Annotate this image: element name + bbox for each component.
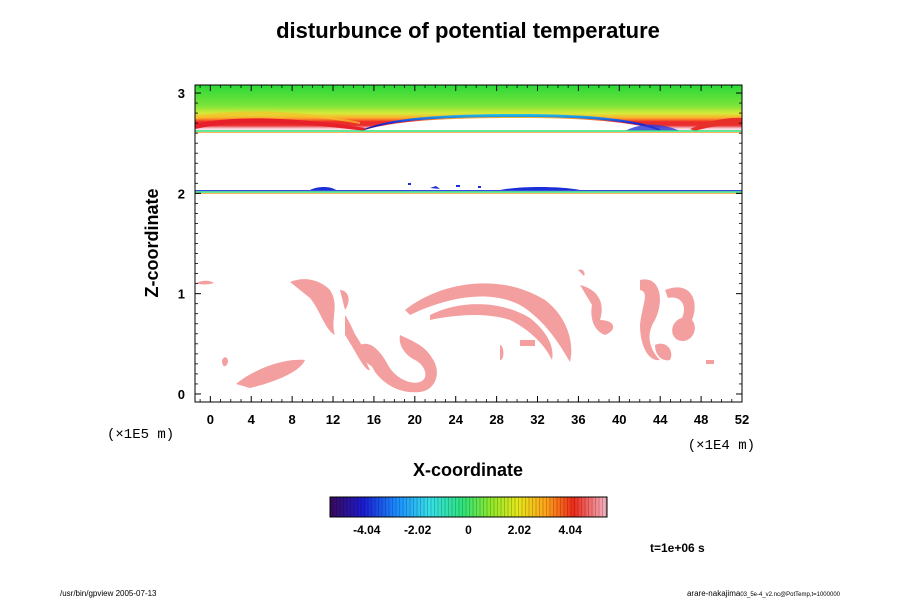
x-tick-label: 8 bbox=[289, 412, 296, 427]
plume-8 bbox=[405, 283, 572, 362]
x-tick-label: 16 bbox=[367, 412, 381, 427]
upper-layer bbox=[195, 85, 742, 131]
plume-12 bbox=[580, 285, 614, 335]
middle-interface-dot-3 bbox=[478, 186, 481, 188]
middle-interface-dot-2 bbox=[456, 185, 460, 187]
x-axis: 0 4 8 12 16 20 24 28 32 36 40 44 48 52 bbox=[199, 85, 749, 427]
x-tick-label: 12 bbox=[326, 412, 340, 427]
x-tick-label: 32 bbox=[530, 412, 544, 427]
colorbar-ticks: -4.04 -2.02 0 2.02 4.04 bbox=[353, 523, 582, 537]
plume-7 bbox=[352, 330, 380, 369]
x-axis-title: X-coordinate bbox=[413, 460, 523, 480]
middle-interface-dot-1 bbox=[408, 183, 411, 185]
y-tick-label: 2 bbox=[178, 186, 185, 201]
x-tick-label: 40 bbox=[612, 412, 626, 427]
plume-3 bbox=[290, 279, 335, 335]
upper-layer-red-streak-right bbox=[690, 117, 742, 131]
plume-11 bbox=[520, 340, 535, 346]
plume-9 bbox=[430, 304, 553, 360]
time-label: t=1e+06 s bbox=[650, 541, 705, 555]
x-tick-label: 36 bbox=[571, 412, 585, 427]
upper-layer-red-streak bbox=[195, 118, 365, 131]
upper-layer-yellow-strip bbox=[195, 111, 360, 124]
plume-18 bbox=[706, 360, 714, 364]
y-tick-label: 1 bbox=[178, 287, 185, 302]
x-tick-label: 24 bbox=[448, 412, 463, 427]
y-tick-label: 3 bbox=[178, 86, 185, 101]
plume-16 bbox=[655, 343, 672, 361]
colorbar: -4.04 -2.02 0 2.02 4.04 bbox=[329, 496, 608, 537]
colorbar-stripes bbox=[332, 497, 607, 517]
chart-title: disturbunce of potential temperature bbox=[276, 18, 660, 43]
footer-right-sub: 03_5e-4_v2.nc@PotTemp,t=1000000 bbox=[740, 592, 840, 598]
plume-17 bbox=[196, 280, 214, 285]
x-axis-unit: (×1E4 m) bbox=[688, 438, 755, 454]
footer-right: arare-nakajima03_5e-4_v2.nc@PotTemp,t=10… bbox=[687, 589, 841, 598]
y-axis: 0 1 2 3 bbox=[178, 86, 742, 402]
colorbar-gradient bbox=[330, 497, 607, 517]
upper-layer-bulge bbox=[362, 118, 660, 131]
colorbar-tick-label: -4.04 bbox=[353, 523, 381, 537]
middle-interface-blob-1 bbox=[310, 187, 336, 190]
upper-layer-blue-edge-right bbox=[625, 124, 680, 131]
x-tick-label: 48 bbox=[694, 412, 708, 427]
x-tick-label: 52 bbox=[735, 412, 749, 427]
y-axis-unit: (×1E5 m) bbox=[107, 427, 174, 443]
footer-right-main: arare-nakajima bbox=[687, 589, 741, 598]
plot-area bbox=[194, 84, 743, 403]
plume-10 bbox=[500, 345, 504, 360]
x-tick-label: 4 bbox=[248, 412, 256, 427]
y-tick-label: 0 bbox=[178, 387, 185, 402]
colorbar-tick-label: 4.04 bbox=[559, 523, 583, 537]
plume-1 bbox=[236, 359, 305, 388]
colorbar-tick-label: 0 bbox=[465, 523, 472, 537]
middle-interface bbox=[195, 183, 742, 195]
x-tick-label: 20 bbox=[408, 412, 422, 427]
upper-layer-blue-edge bbox=[362, 114, 660, 131]
middle-interface-blob-2 bbox=[430, 186, 440, 189]
plume-13 bbox=[578, 269, 585, 276]
plume-6 bbox=[360, 335, 437, 393]
footer-left: /usr/bin/gpview 2005-07-13 bbox=[60, 589, 157, 598]
x-tick-label: 28 bbox=[489, 412, 503, 427]
y-axis-title: Z-coordinate bbox=[142, 188, 162, 297]
plume-4 bbox=[340, 290, 349, 310]
plume-14 bbox=[640, 279, 660, 361]
plume-2 bbox=[222, 357, 228, 367]
colorbar-frame bbox=[329, 496, 608, 518]
x-tick-label: 0 bbox=[207, 412, 214, 427]
thermal-plumes bbox=[196, 269, 714, 393]
colorbar-tick-label: -2.02 bbox=[404, 523, 432, 537]
middle-interface-blob-3 bbox=[500, 187, 580, 190]
x-tick-label: 44 bbox=[653, 412, 668, 427]
colorbar-tick-label: 2.02 bbox=[508, 523, 532, 537]
plume-15 bbox=[665, 287, 695, 341]
